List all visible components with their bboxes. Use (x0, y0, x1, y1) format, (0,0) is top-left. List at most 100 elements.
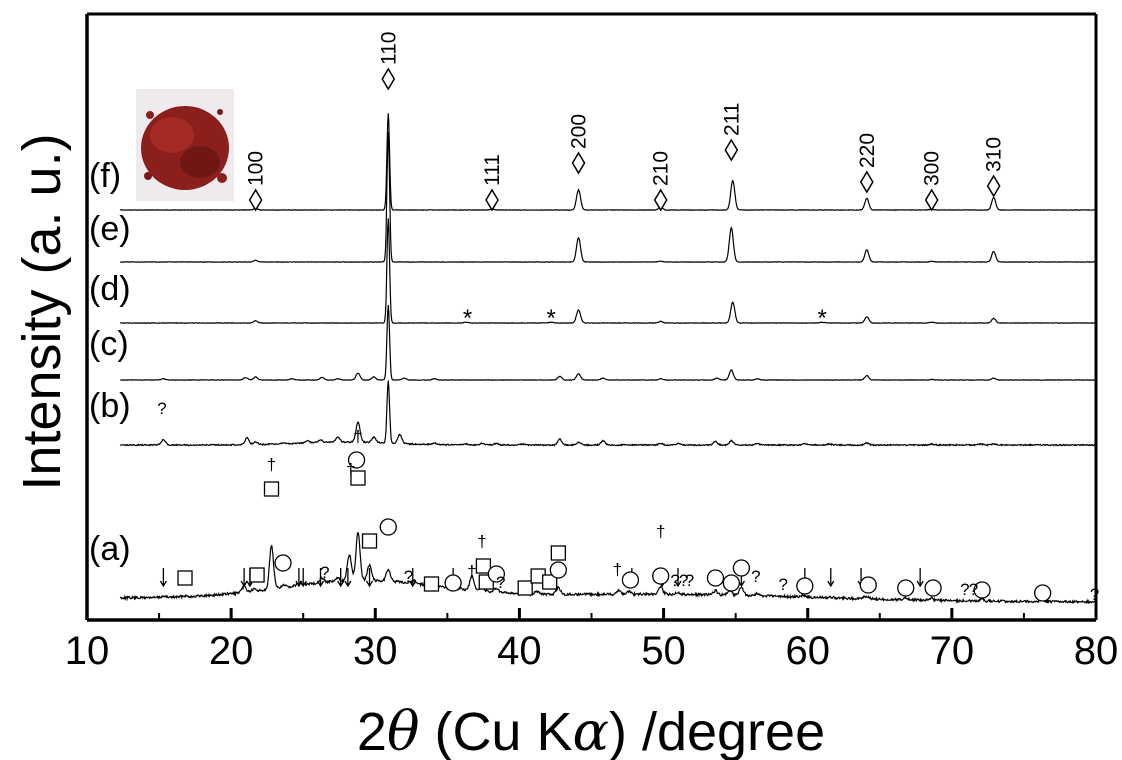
miller-index-label: 200 (568, 114, 591, 149)
diamond-marker (571, 151, 586, 175)
x-axis-label-middle: (Cu K (419, 702, 572, 760)
circle-marker (621, 571, 640, 589)
question-marker: ? (751, 567, 760, 586)
indexing-group: 100 110 111 200 210 211 220 300 310 * * *? (157, 32, 1005, 418)
square-marker (263, 481, 280, 497)
circle-marker (897, 579, 915, 597)
miller-index-label: 110 (377, 32, 400, 65)
series-line (120, 305, 1096, 381)
x-tick-label: 10 (65, 629, 110, 673)
question-marker: ? (778, 575, 787, 594)
circle-marker (487, 565, 506, 583)
square-marker (249, 567, 265, 583)
series-labels-group: (a) (b) (c) (d) (e) (f) (89, 157, 131, 568)
circle-marker (347, 451, 366, 469)
diamond-marker (724, 138, 739, 162)
circle-marker (859, 576, 877, 594)
miller-index-label: 310 (983, 137, 1006, 172)
arrow-head (916, 580, 924, 588)
question-marker: ? (670, 571, 679, 590)
circle-marker (732, 559, 751, 577)
arrow-head (299, 580, 307, 588)
question-marker: ? (685, 571, 694, 590)
circle-marker (1034, 584, 1052, 602)
x-axis-label-alpha: α (573, 700, 609, 760)
miller-index-label: 100 (245, 151, 268, 186)
square-marker (423, 576, 440, 592)
diamond-marker (924, 188, 939, 212)
arrow-head (337, 580, 345, 588)
x-axis-label-suffix: ) /degree (609, 702, 825, 760)
circle-marker (549, 561, 567, 579)
question-marker: ? (1090, 585, 1099, 604)
x-axis-label-prefix: 2 (357, 702, 387, 760)
miller-index-label: 111 (481, 154, 504, 186)
circle-marker (973, 581, 991, 599)
diamond-marker (248, 188, 263, 212)
question-marker: ? (157, 399, 166, 418)
dagger-marker: † (267, 455, 276, 474)
phase-markers-group: † ††††††??????????? (159, 427, 1099, 604)
diamond-marker (381, 67, 396, 91)
diamond-marker (859, 170, 874, 194)
x-tick-label: 80 (1074, 629, 1119, 673)
circle-marker (722, 574, 740, 592)
dagger-marker: † (467, 562, 476, 581)
arrow-head (159, 580, 167, 588)
x-tick-label: 40 (497, 629, 542, 673)
series-label: (a) (89, 530, 131, 568)
circle-marker (924, 579, 942, 597)
circle-marker (274, 554, 292, 572)
miller-index-label: 220 (856, 133, 879, 168)
dagger-marker: † (346, 460, 355, 479)
series-line (119, 380, 1096, 447)
circle-marker (796, 577, 814, 595)
dagger-marker: † (656, 522, 665, 541)
square-marker (475, 558, 492, 574)
square-marker (517, 580, 533, 596)
x-tick-label: 70 (930, 629, 975, 673)
series-label: (d) (89, 270, 131, 308)
arrow-head (344, 580, 352, 588)
circle-marker (444, 574, 462, 592)
dagger-marker: † (477, 532, 486, 551)
arrow-head (316, 580, 325, 588)
star-marker: * (546, 305, 555, 332)
diamond-marker (485, 188, 499, 212)
x-tick-label: 50 (641, 629, 686, 673)
series-line (119, 132, 1096, 263)
question-marker: ? (404, 567, 413, 586)
arrow-head (365, 580, 374, 588)
square-marker (350, 470, 366, 486)
circle-marker (652, 567, 670, 585)
series-label: (e) (89, 210, 131, 248)
circle-marker (706, 569, 725, 587)
square-marker (177, 570, 193, 586)
square-marker (361, 533, 378, 549)
question-marker: ? (679, 571, 688, 590)
question-marker: ? (320, 563, 329, 582)
diamond-marker (986, 174, 1001, 198)
series-label: (c) (89, 325, 129, 363)
dagger-marker: † (353, 427, 362, 446)
question-marker: ? (960, 580, 969, 599)
arrow-head (409, 580, 417, 588)
x-tick-label: 30 (353, 629, 398, 673)
x-axis-label: 2θ (Cu Kα) /degree (357, 700, 825, 760)
question-marker: ? (496, 573, 505, 592)
series-label: (f) (89, 157, 121, 195)
series-line (119, 218, 1096, 324)
square-marker (542, 574, 558, 590)
dagger-marker: † (613, 560, 622, 579)
miller-index-label: 210 (650, 151, 673, 186)
series-group (119, 113, 1097, 605)
x-tick-label: 60 (785, 629, 830, 673)
arrow-head (674, 580, 682, 588)
miller-index-label: 211 (720, 103, 743, 136)
diamond-marker (653, 188, 668, 212)
series-line (119, 113, 1096, 211)
series-line (119, 532, 1097, 605)
y-axis-label: Intensity (a. u.) (12, 133, 72, 490)
miller-index-label: 300 (921, 151, 944, 186)
